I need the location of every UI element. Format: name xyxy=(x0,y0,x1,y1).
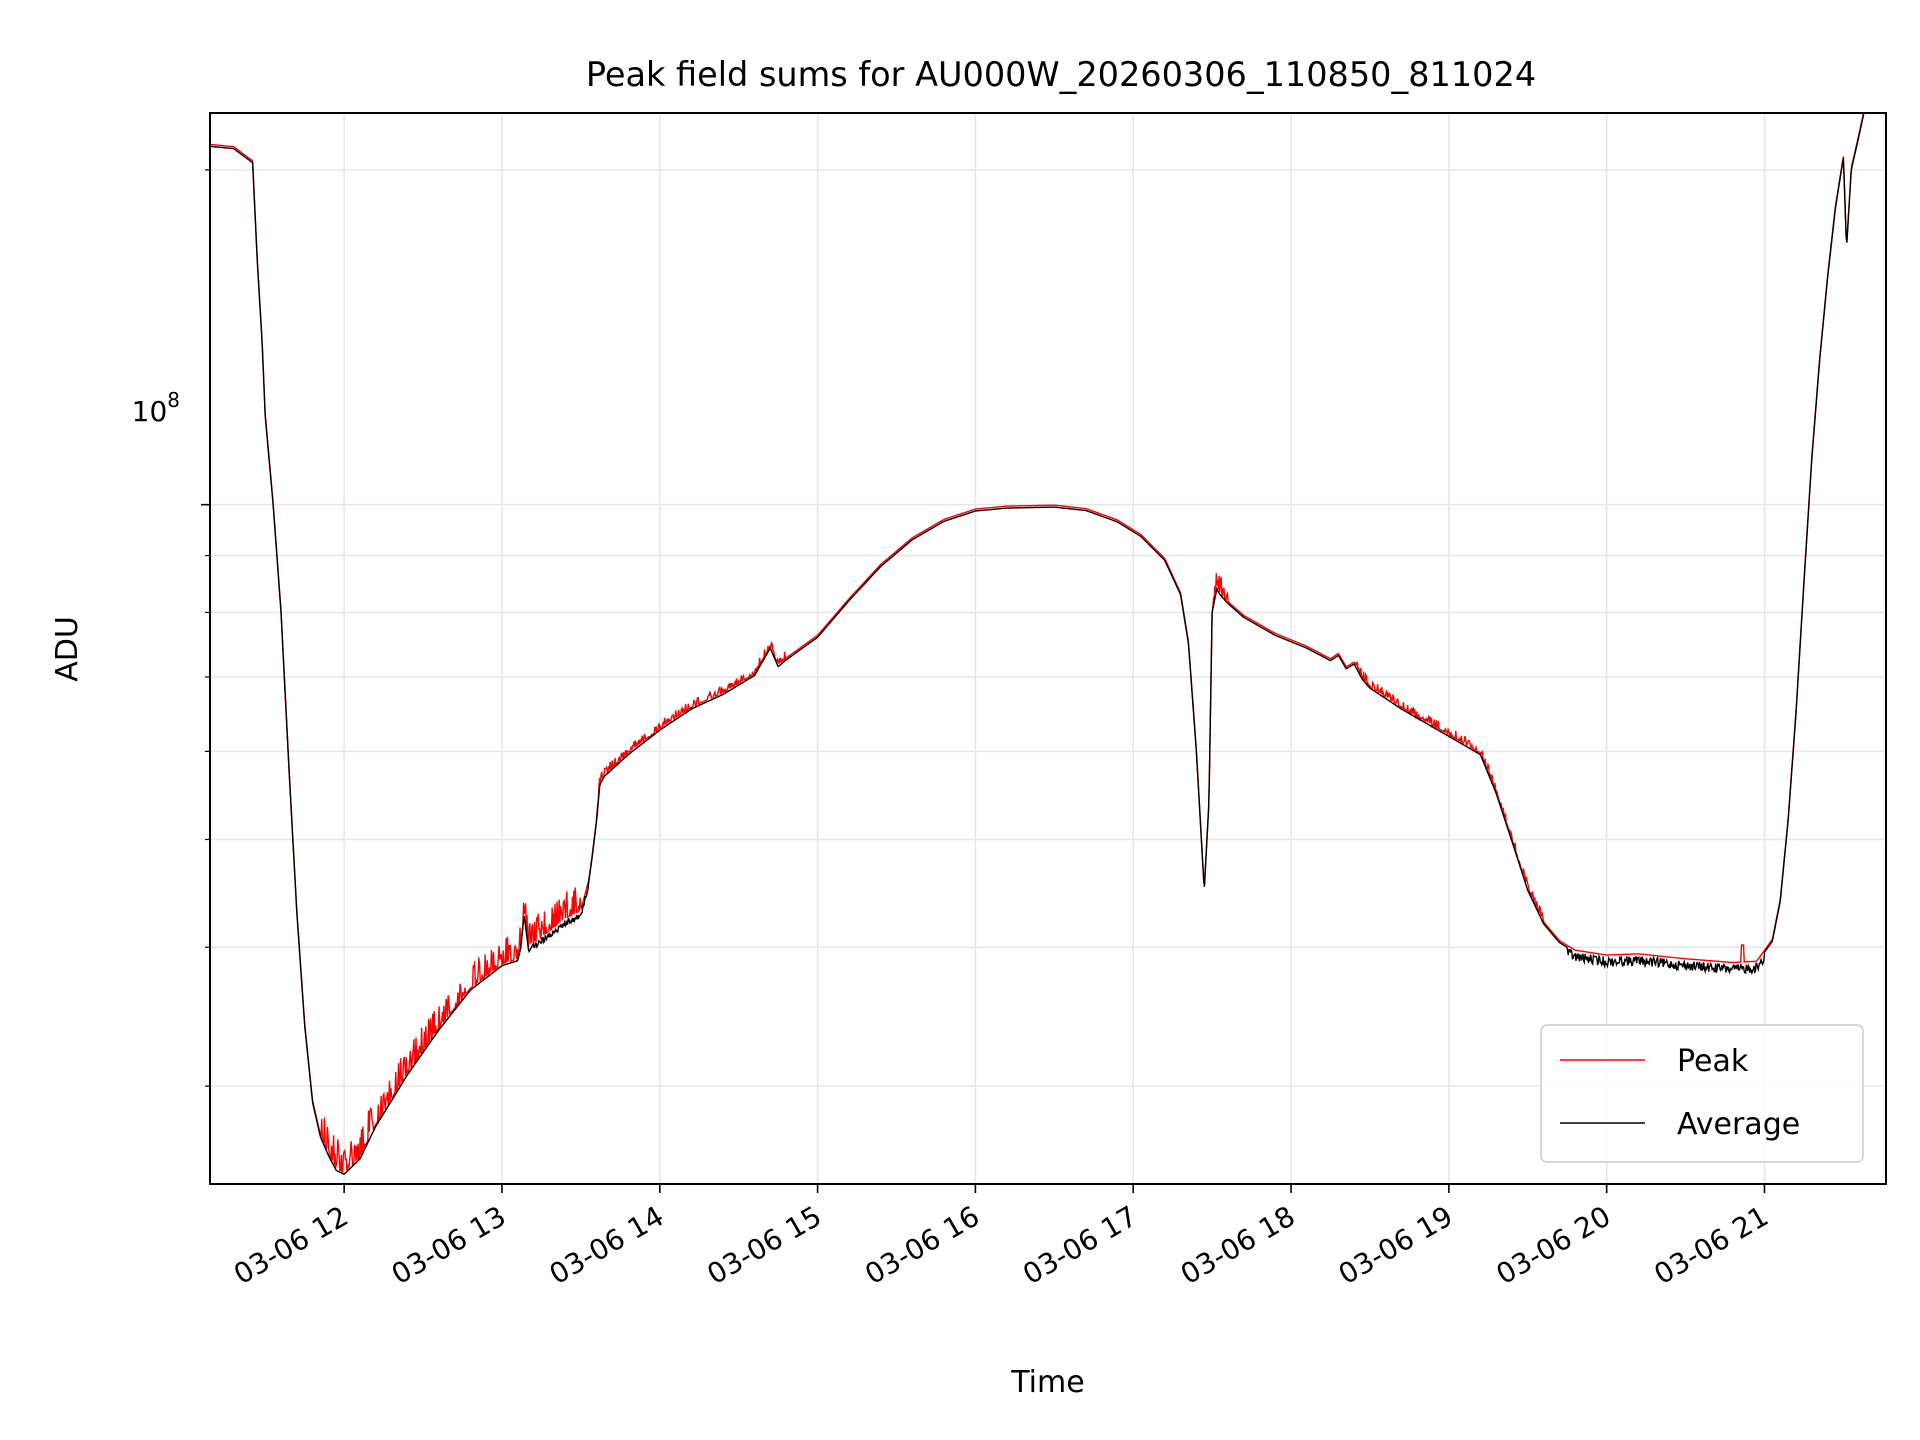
y-axis-label: ADU xyxy=(50,616,85,682)
x-axis-label: Time xyxy=(1010,1365,1084,1400)
y-major-tick-label-base: 10 xyxy=(132,395,168,428)
y-axis-ticks xyxy=(201,169,210,1087)
y-major-tick-label-exponent: 8 xyxy=(167,388,180,412)
chart-title: Peak field sums for AU000W_20260306_1108… xyxy=(586,55,1536,94)
legend: Peak Average xyxy=(1540,1024,1864,1163)
data-series xyxy=(210,113,1865,1176)
legend-average-label: Average xyxy=(1677,1107,1800,1142)
legend-peak-label: Peak xyxy=(1677,1044,1749,1079)
plot-area-frame xyxy=(209,112,1887,1185)
series-peak-line xyxy=(210,113,1865,1173)
y-major-tick-label: 108 xyxy=(132,388,180,428)
series-average-line xyxy=(210,113,1865,1176)
